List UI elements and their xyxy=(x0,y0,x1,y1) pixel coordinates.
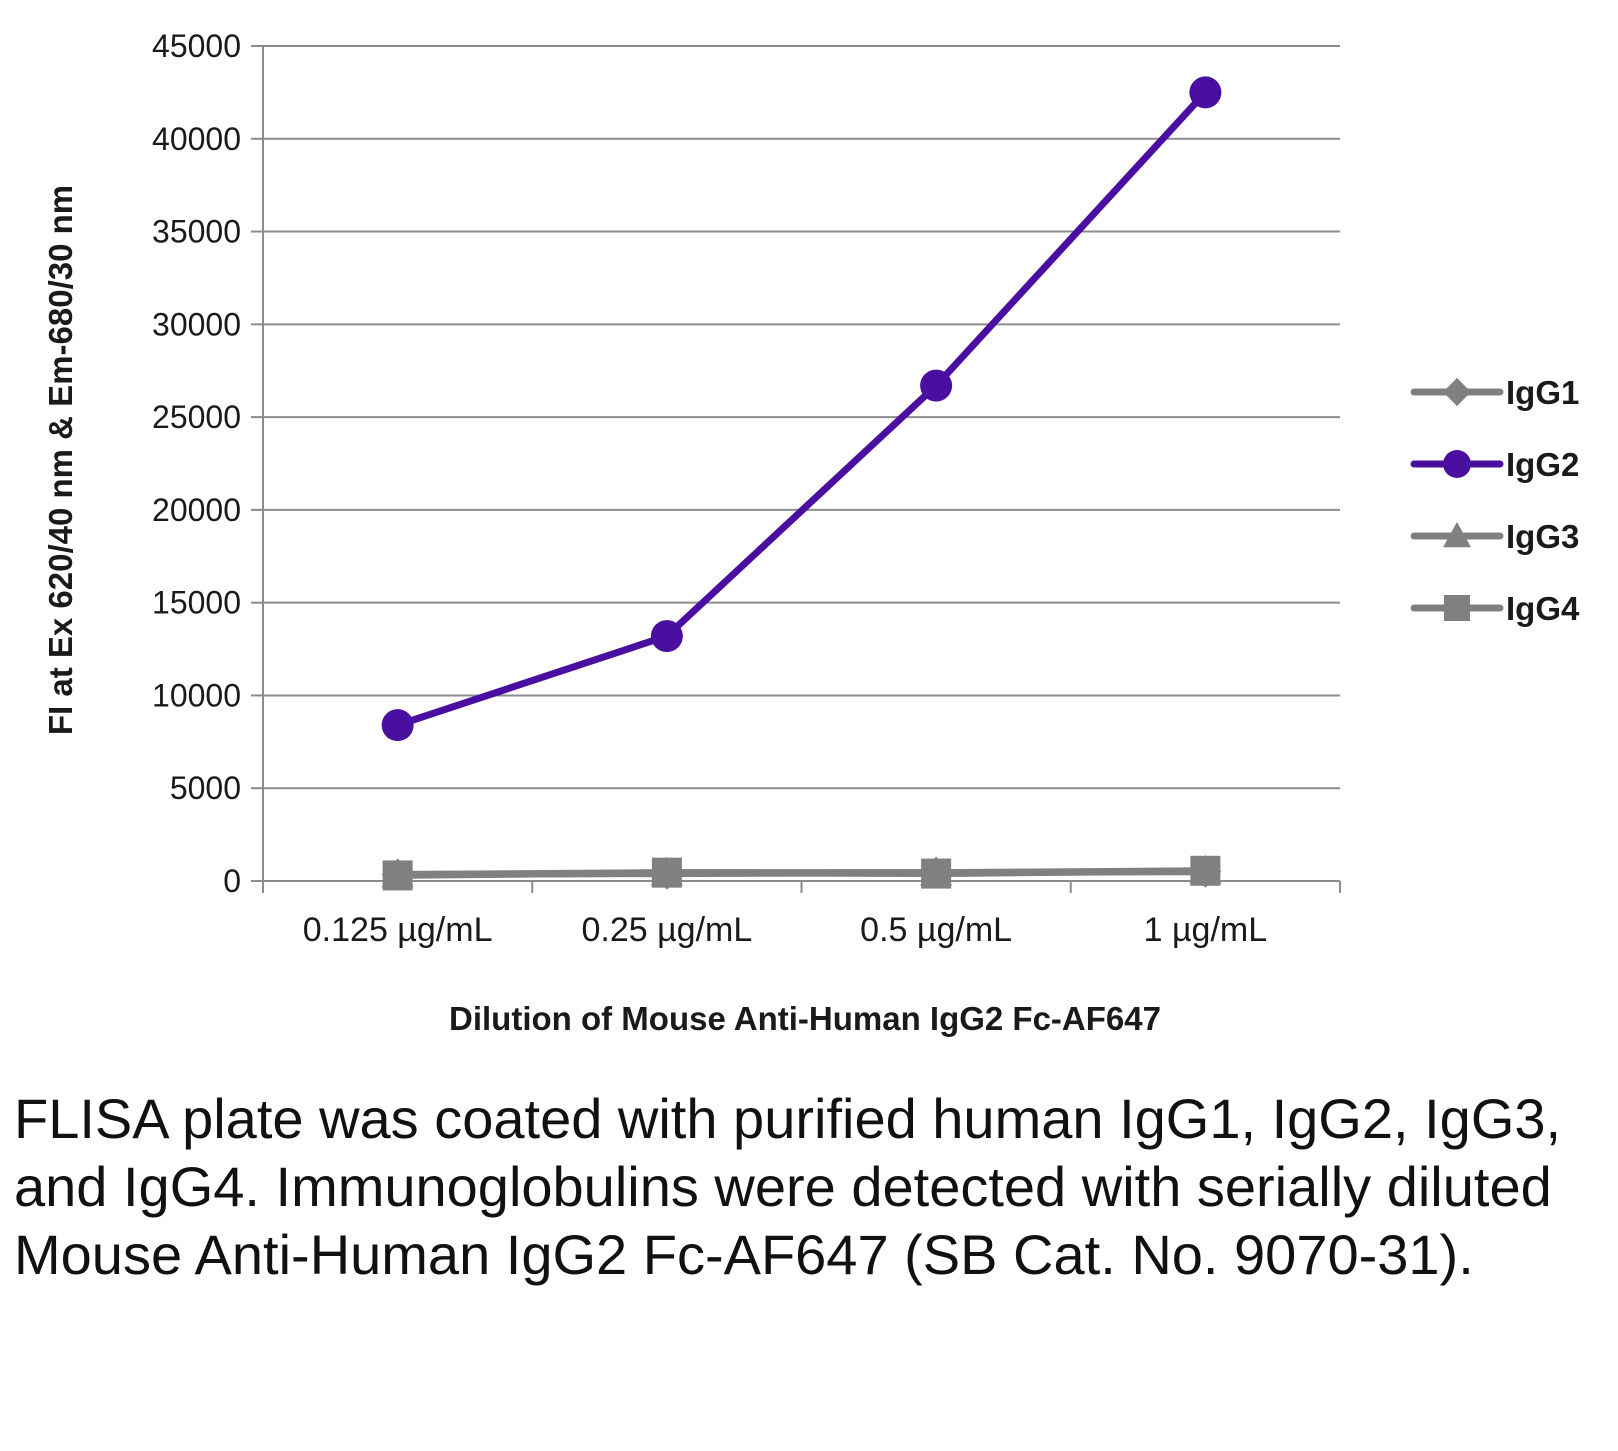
legend-marker xyxy=(1443,378,1471,406)
y-tick-label: 35000 xyxy=(152,214,241,250)
data-point xyxy=(650,620,683,653)
y-tick-label: 30000 xyxy=(152,306,241,342)
series-group xyxy=(381,76,1222,891)
data-point xyxy=(921,858,952,889)
gridlines xyxy=(263,45,1340,790)
data-point xyxy=(382,860,413,891)
y-tick-label: 15000 xyxy=(152,585,241,621)
x-tick-labels: 0.125 µg/mL 0.25 µg/mL 0.5 µg/mL 1 µg/mL xyxy=(303,911,1267,949)
legend-label: IgG4 xyxy=(1506,590,1580,627)
legend-marker xyxy=(1443,450,1471,478)
y-tick-label: 20000 xyxy=(152,492,241,528)
y-tick-label: 0 xyxy=(223,863,241,899)
y-tick-label: 25000 xyxy=(152,399,241,435)
legend: IgG1 IgG2 IgG3 IgG4 xyxy=(1410,374,1580,627)
data-point xyxy=(651,857,682,888)
series-igg2 xyxy=(381,76,1222,742)
data-point xyxy=(381,709,414,742)
data-point xyxy=(1189,76,1222,109)
legend-item-igg2: IgG2 xyxy=(1410,446,1579,483)
legend-label: IgG2 xyxy=(1506,446,1579,483)
y-tick-labels: 0 5000 10000 15000 20000 25000 30000 35000 40000… xyxy=(152,28,241,899)
x-tick-label: 0.5 µg/mL xyxy=(860,911,1012,949)
x-tick-label: 0.25 µg/mL xyxy=(581,911,752,949)
legend-label: IgG3 xyxy=(1506,518,1579,555)
chart-container: 0 5000 10000 15000 20000 25000 30000 35000 40000… xyxy=(42,28,1580,1037)
line-chart: 0 5000 10000 15000 20000 25000 30000 35000 40000… xyxy=(42,28,1580,1037)
x-tick-label: 0.125 µg/mL xyxy=(303,911,493,949)
legend-marker xyxy=(1444,595,1470,621)
x-tick-label: 1 µg/mL xyxy=(1144,911,1268,949)
y-axis-title: FI at Ex 620/40 nm & Em-680/30 nm xyxy=(42,185,79,735)
x-axis-title: Dilution of Mouse Anti-Human IgG2 Fc-AF6… xyxy=(449,1000,1161,1037)
legend-label: IgG1 xyxy=(1506,374,1579,411)
series-line xyxy=(394,867,1209,879)
series-igg4 xyxy=(382,855,1221,891)
y-tick-label: 5000 xyxy=(170,770,241,806)
axes xyxy=(251,45,1341,893)
y-tick-label: 40000 xyxy=(152,121,241,157)
legend-item-igg4: IgG4 xyxy=(1410,590,1580,627)
y-tick-label: 10000 xyxy=(152,677,241,713)
figure-caption: FLISA plate was coated with purified hum… xyxy=(14,1087,1562,1286)
series-line xyxy=(394,88,1209,729)
legend-item-igg3: IgG3 xyxy=(1410,518,1579,555)
data-point xyxy=(1190,855,1221,886)
data-point xyxy=(920,369,953,402)
legend-marker xyxy=(1443,522,1471,548)
legend-item-igg1: IgG1 xyxy=(1410,374,1579,411)
y-tick-label: 45000 xyxy=(152,28,241,64)
